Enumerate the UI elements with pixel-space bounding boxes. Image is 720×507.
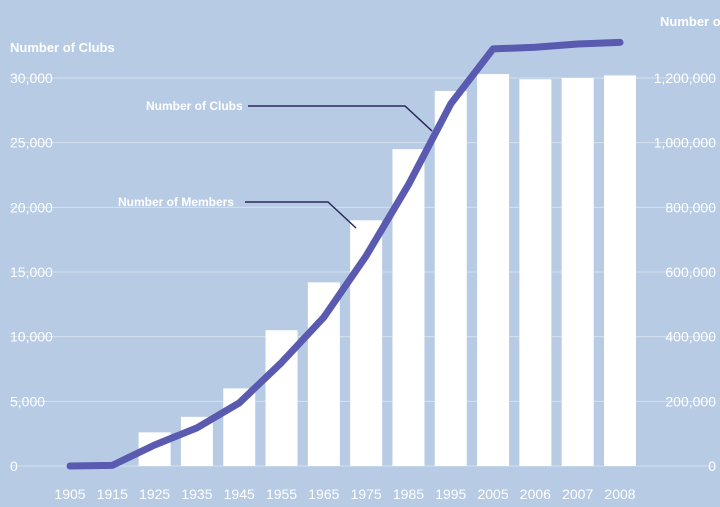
left-tick-label: 10,000 <box>10 329 53 345</box>
callout-label: Number of Members <box>118 195 234 209</box>
callout-label: Number of Clubs <box>146 99 243 113</box>
bar <box>519 79 552 466</box>
right-tick-label: 1,000,000 <box>654 135 716 151</box>
x-tick-label: 2006 <box>520 486 551 502</box>
x-tick-label: 1945 <box>224 486 255 502</box>
x-axis: 1905 1915 1925 1935 1945 1955 1965 1975 1985 1995… <box>54 486 635 502</box>
right-tick-label: 1,200,000 <box>654 70 716 86</box>
x-tick-label: 2008 <box>604 486 635 502</box>
annotations: Number of Clubs Number of Members <box>118 99 433 229</box>
line-series <box>66 38 624 470</box>
right-tick-label: 200,000 <box>665 393 716 409</box>
left-tick-label: 0 <box>10 458 18 474</box>
x-tick-label: 1965 <box>308 486 339 502</box>
x-tick-label: 1975 <box>351 486 382 502</box>
left-tick-label: 20,000 <box>10 199 53 215</box>
x-tick-label: 2005 <box>477 486 508 502</box>
left-tick-label: 5,000 <box>10 393 45 409</box>
x-tick-label: 1925 <box>139 486 170 502</box>
left-tick-label: 30,000 <box>10 70 53 86</box>
callout-leader <box>245 201 357 229</box>
bar <box>307 282 340 466</box>
bar <box>392 149 425 466</box>
bar <box>561 78 594 466</box>
bar <box>604 75 636 466</box>
left-tick-label: 25,000 <box>10 135 53 151</box>
right-tick-label: 0 <box>708 458 716 474</box>
callout-leader <box>248 105 433 132</box>
x-tick-label: 2007 <box>562 486 593 502</box>
left-axis-title: Number of Clubs <box>10 40 115 55</box>
x-tick-label: 1905 <box>54 486 85 502</box>
right-axis: 0 200,000 400,000 600,000 800,000 1,000,000 1,… <box>654 70 717 474</box>
right-tick-label: 600,000 <box>665 264 716 280</box>
bar <box>477 74 510 467</box>
members-line <box>66 38 624 470</box>
bar-series <box>138 74 636 467</box>
right-axis-title: Number of Members <box>660 14 720 29</box>
x-tick-label: 1995 <box>435 486 466 502</box>
left-axis: 0 5,000 10,000 15,000 20,000 25,000 30,000 <box>10 70 53 474</box>
bar <box>434 90 467 466</box>
right-tick-label: 800,000 <box>665 199 716 215</box>
x-tick-label: 1915 <box>97 486 128 502</box>
x-tick-label: 1935 <box>181 486 212 502</box>
left-tick-label: 15,000 <box>10 264 53 280</box>
x-tick-label: 1985 <box>393 486 424 502</box>
right-tick-label: 400,000 <box>665 329 716 345</box>
x-tick-label: 1955 <box>266 486 297 502</box>
